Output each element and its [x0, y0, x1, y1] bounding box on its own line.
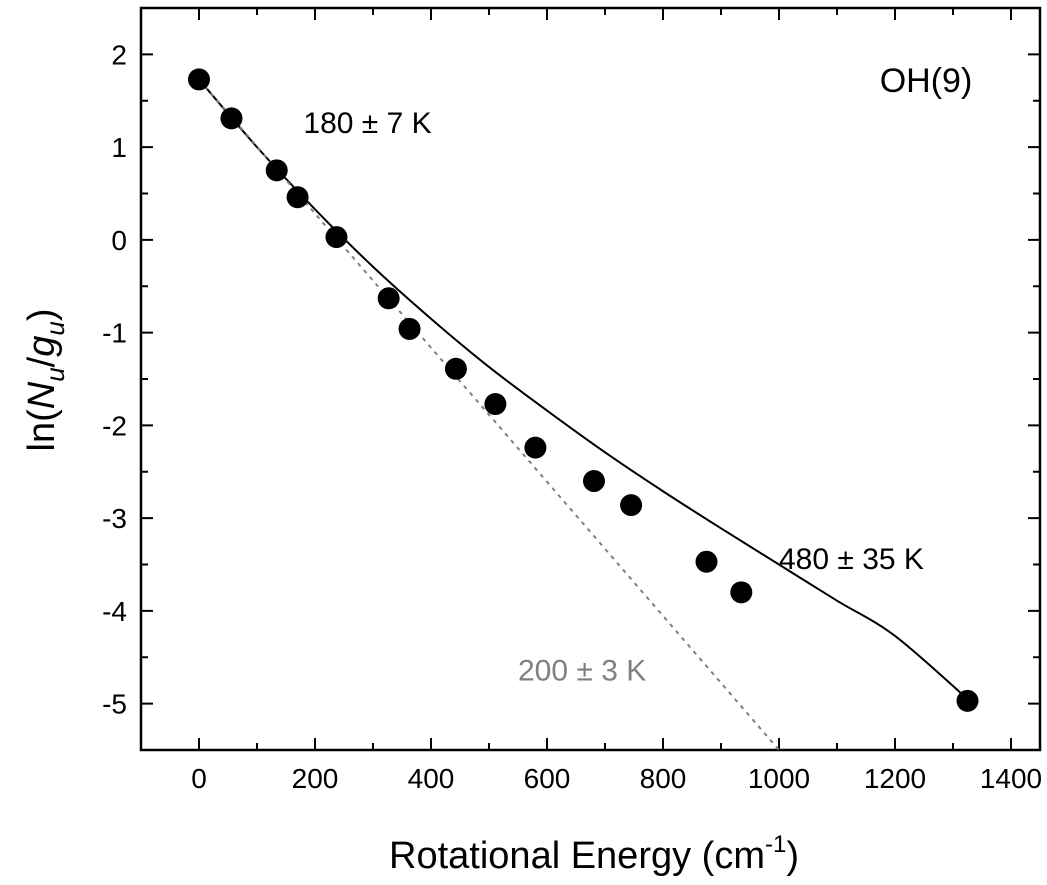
plot-frame: [139, 6, 1042, 752]
x-tick-label: 1400: [980, 763, 1042, 794]
data-point: [265, 159, 288, 182]
data-point: [524, 436, 547, 459]
axis-ticks: [140, 7, 1040, 751]
x-axis-title-close: ): [786, 835, 799, 877]
data-point: [286, 186, 309, 209]
y-tick-label: -3: [102, 503, 127, 534]
y-tick-label: -4: [102, 596, 127, 627]
y-tick-label: -2: [102, 410, 127, 441]
x-tick-label: 1000: [748, 763, 810, 794]
data-point: [956, 689, 979, 712]
y-axis-title-N: N: [21, 381, 63, 409]
panel-label: OH(9): [880, 62, 973, 100]
x-tick-label: 1200: [864, 763, 926, 794]
x-axis-title-sup: -1: [765, 831, 786, 858]
data-point: [730, 581, 753, 604]
data-point: [484, 393, 507, 416]
y-axis-title-suffix: ): [21, 309, 63, 322]
fit-lines: [198, 78, 969, 751]
y-tick-label: -1: [102, 318, 127, 349]
y-tick-label: 0: [111, 225, 127, 256]
y-axis-title-g: g: [21, 336, 63, 357]
data-points: [188, 68, 979, 712]
x-tick-label: 200: [292, 763, 339, 794]
data-point: [620, 494, 643, 517]
x-tick-label: 600: [524, 763, 571, 794]
y-axis-title-slash: /: [21, 356, 63, 367]
temperature-annotation: 180 ± 7 K: [303, 107, 431, 140]
x-tick-label: 0: [191, 763, 207, 794]
y-axis-title-N-sub: u: [40, 367, 70, 381]
temperature-annotation: 480 ± 35 K: [779, 543, 924, 576]
y-axis-title: ln(Nu/gu): [21, 309, 70, 452]
data-point: [220, 107, 243, 130]
y-tick-label: 2: [111, 39, 127, 70]
temperature-annotation: 200 ± 3 K: [518, 654, 646, 687]
tick-labels: 0 200 400 600 800 1000 1200 1400 -5 -4 -3 -2 -1 0 1 2: [102, 39, 1042, 794]
x-axis-title: Rotational Energy (cm-1): [389, 831, 799, 877]
data-point: [582, 470, 605, 493]
y-tick-label: 1: [111, 132, 127, 163]
data-point: [444, 357, 467, 380]
data-point: [695, 550, 718, 573]
x-tick-label: 400: [408, 763, 455, 794]
data-point: [325, 226, 348, 249]
x-axis-title-main: Rotational Energy (cm: [389, 835, 765, 877]
data-point: [377, 287, 400, 310]
data-point: [188, 68, 210, 91]
y-axis-title-g-sub: u: [40, 321, 70, 335]
x-tick-label: 800: [640, 763, 687, 794]
y-axis-title-prefix: ln(: [21, 409, 63, 452]
annotations: 180 ± 7 K 480 ± 35 K 200 ± 3 K: [303, 107, 924, 687]
fit-line-solid: [198, 78, 969, 700]
data-point: [398, 317, 421, 340]
plot-border: [139, 6, 1042, 752]
y-tick-label: -5: [102, 689, 127, 720]
